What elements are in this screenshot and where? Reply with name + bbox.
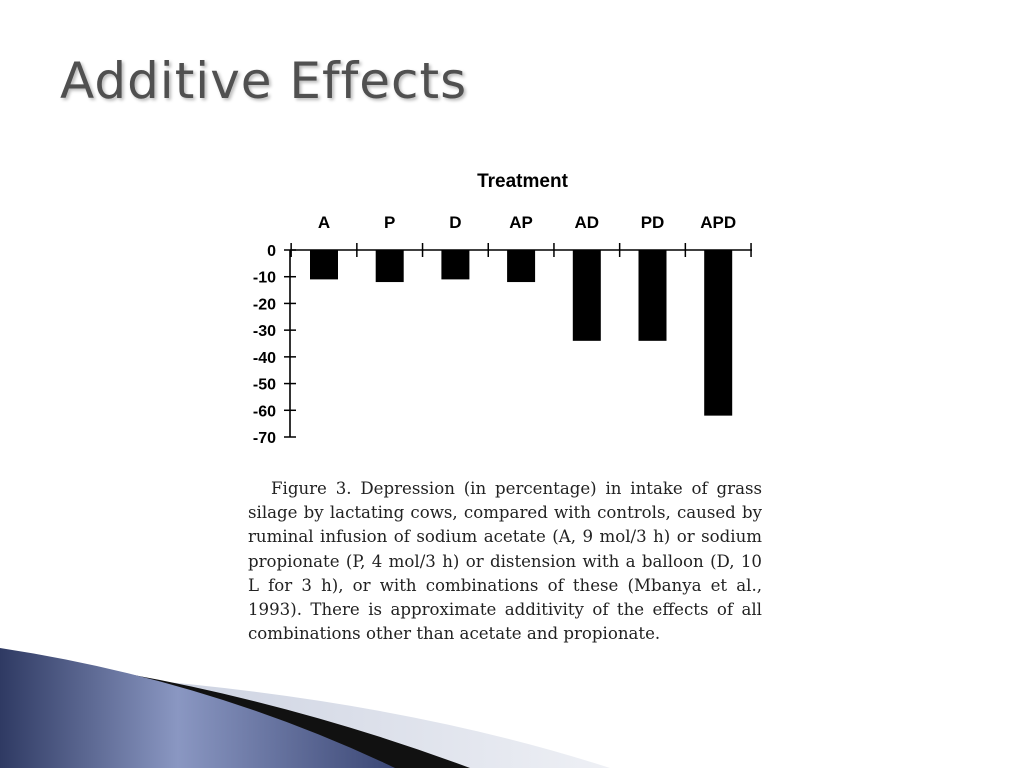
y-tick-label: -30 bbox=[253, 323, 276, 340]
figure-caption: Figure 3. Depression (in percentage) in … bbox=[248, 479, 762, 644]
slide-title: Additive Effects bbox=[60, 52, 468, 110]
y-tick-label: -50 bbox=[253, 377, 276, 394]
swoosh-blue-band bbox=[0, 648, 395, 768]
bar-ad bbox=[572, 250, 601, 341]
bar-chart: 0-10-20-30-40-50-60-70A P D AP AD PD APD bbox=[253, 213, 752, 447]
category-label: AD bbox=[575, 213, 600, 232]
category-label: A bbox=[318, 213, 330, 232]
bar-d bbox=[441, 250, 470, 280]
y-tick-label: -40 bbox=[253, 350, 276, 367]
bar-apd bbox=[704, 250, 733, 416]
bar-ap bbox=[507, 250, 536, 283]
bar-a bbox=[310, 250, 338, 280]
category-label: PD bbox=[641, 213, 665, 232]
category-label: P bbox=[384, 213, 395, 232]
category-label: D bbox=[449, 213, 461, 232]
y-tick-label: -70 bbox=[253, 430, 276, 447]
y-tick-label: -10 bbox=[253, 270, 276, 287]
y-tick-label: -20 bbox=[253, 296, 276, 313]
category-label: APD bbox=[700, 213, 736, 232]
category-label: AP bbox=[509, 213, 533, 232]
bar-p bbox=[375, 250, 404, 283]
bar-pd bbox=[638, 250, 667, 341]
chart-title: Treatment bbox=[477, 171, 568, 192]
y-tick-label: -60 bbox=[253, 403, 276, 420]
y-tick-label: 0 bbox=[267, 243, 276, 260]
